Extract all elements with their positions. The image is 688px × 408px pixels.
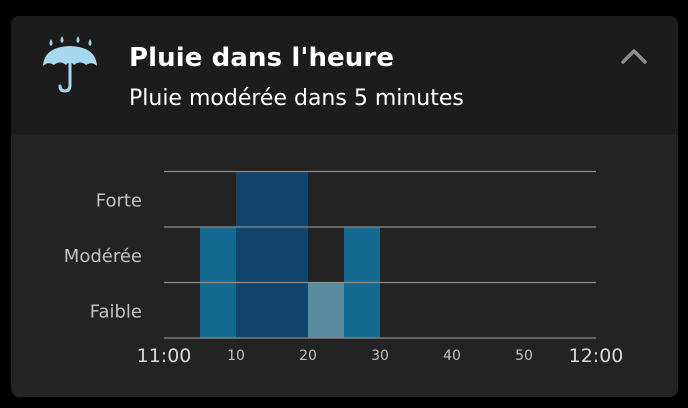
time-label-2: 20 <box>299 348 317 364</box>
chart-bars <box>200 171 380 338</box>
chart-gridlines <box>164 170 596 339</box>
time-label-5: 50 <box>515 348 533 364</box>
rain-bar-2 <box>236 171 272 338</box>
level-label-3: Forte <box>96 190 142 211</box>
card-header: Pluie dans l'heure Pluie modérée dans 5 … <box>11 16 678 135</box>
level-label-2: Modérée <box>64 246 142 267</box>
collapse-button[interactable] <box>619 44 649 68</box>
time-label-3: 30 <box>371 348 389 364</box>
rain-chart: Faible Modérée Forte 11:00 10 20 30 40 50 12:00 <box>64 170 624 367</box>
umbrella-rain-icon <box>43 36 97 93</box>
chart-level-labels: Faible Modérée Forte <box>64 190 142 322</box>
rain-bar-3 <box>272 171 308 338</box>
chevron-up-icon[interactable] <box>621 49 647 64</box>
card-title: Pluie dans l'heure <box>129 43 395 73</box>
chart-time-labels: 11:00 10 20 30 40 50 12:00 <box>137 345 624 367</box>
time-label-6: 12:00 <box>569 345 624 367</box>
time-label-0: 11:00 <box>137 345 192 367</box>
rain-bar-4 <box>308 282 344 338</box>
level-label-1: Faible <box>90 301 142 322</box>
time-label-1: 10 <box>227 348 245 364</box>
time-label-4: 40 <box>443 348 461 364</box>
rain-forecast-card: Pluie dans l'heure Pluie modérée dans 5 … <box>11 16 678 397</box>
card-subtitle: Pluie modérée dans 5 minutes <box>129 86 464 111</box>
